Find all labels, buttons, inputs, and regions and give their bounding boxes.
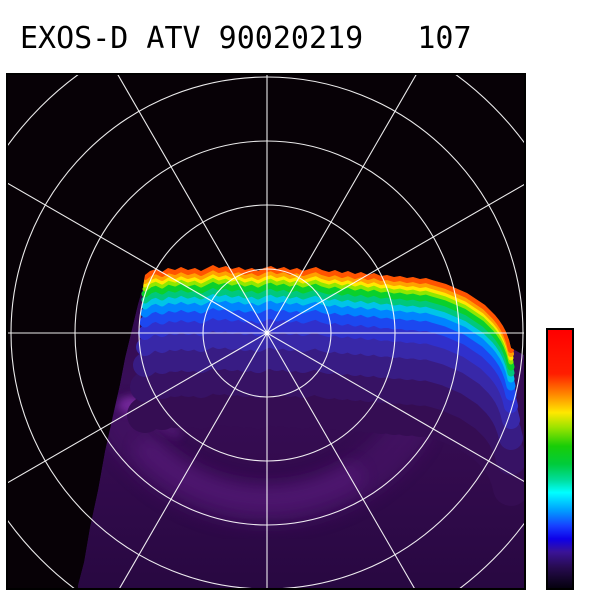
plot-title: EXOS-D ATV 90020219 107 xyxy=(20,21,472,56)
aurora-image-frame xyxy=(6,73,526,590)
colorbar-gradient xyxy=(548,330,572,588)
aurora-image-canvas xyxy=(8,75,524,588)
intensity-colorbar xyxy=(546,328,574,590)
